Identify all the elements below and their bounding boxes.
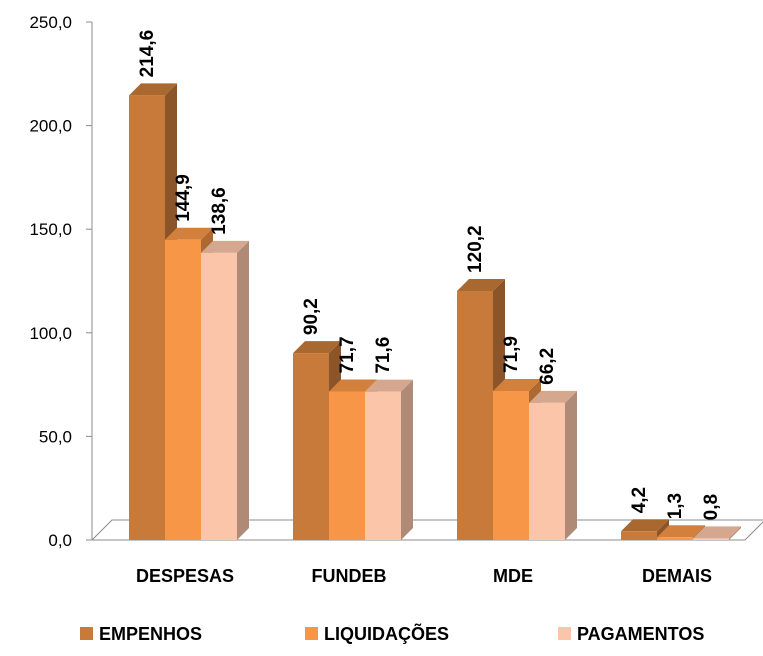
legend-swatch	[80, 627, 93, 640]
data-label: 71,9	[501, 336, 522, 373]
bar-front	[657, 537, 693, 540]
data-label: 214,6	[137, 30, 158, 78]
data-label: 144,9	[173, 174, 194, 222]
data-labels: 214,6 144,9 138,6 90,2 71,7 71,6 120,2 71,9 66,2…	[137, 30, 722, 521]
legend-label: LIQUIDAÇÕES	[324, 623, 449, 644]
category-label: MDE	[493, 566, 533, 586]
bar-front	[365, 391, 401, 540]
legend-swatch	[305, 627, 318, 640]
bar-front	[165, 239, 201, 540]
y-tick-label: 200,0	[29, 117, 72, 136]
data-label: 0,8	[701, 494, 722, 520]
data-label: 71,6	[373, 337, 394, 374]
y-tick-label: 0,0	[48, 531, 72, 550]
bar-front	[621, 531, 657, 540]
bar-top	[329, 379, 377, 392]
legend-item-empenhos: EMPENHOS	[80, 624, 202, 644]
bar-front	[201, 252, 237, 540]
data-label: 1,3	[665, 493, 686, 519]
bar-top	[493, 379, 541, 392]
bar-front	[129, 95, 165, 540]
y-tick-label: 150,0	[29, 220, 72, 239]
bar-side	[401, 379, 413, 540]
bar-front	[457, 290, 493, 540]
data-label: 71,7	[337, 336, 358, 373]
data-label: 90,2	[301, 298, 322, 335]
bar-top	[457, 278, 505, 291]
bar-side	[565, 390, 577, 540]
data-label: 66,2	[537, 348, 558, 385]
bar-top	[657, 525, 705, 538]
bar-pagamentos-mde	[529, 390, 577, 540]
bar-pagamentos-fundeb	[365, 379, 413, 540]
legend-item-pagamentos: PAGAMENTOS	[558, 624, 704, 644]
y-tick-label: 100,0	[29, 324, 72, 343]
category-label: FUNDEB	[312, 566, 387, 586]
bar-top	[621, 519, 669, 532]
y-tick-label: 50,0	[39, 427, 72, 446]
legend-label: EMPENHOS	[99, 624, 202, 644]
bar-front	[329, 391, 365, 540]
bar-top	[201, 240, 249, 253]
category-label: DEMAIS	[642, 566, 712, 586]
bar-front	[529, 402, 565, 540]
bar-top	[293, 341, 341, 354]
legend-swatch	[558, 627, 571, 640]
bar-series	[129, 83, 741, 540]
bar-empenhos-despesas	[129, 83, 177, 540]
bar-side	[729, 526, 741, 540]
bar-front	[693, 538, 729, 540]
data-label: 138,6	[209, 187, 230, 235]
legend-label: PAGAMENTOS	[577, 624, 704, 644]
data-label: 120,2	[465, 225, 486, 273]
bar-top	[529, 390, 577, 403]
legend-item-liquidações: LIQUIDAÇÕES	[305, 623, 449, 644]
y-tick-label: 250,0	[29, 13, 72, 32]
category-label: DESPESAS	[136, 566, 234, 586]
chart-legend: EMPENHOS LIQUIDAÇÕES PAGAMENTOS	[80, 623, 704, 644]
bar-pagamentos-demais	[693, 526, 741, 540]
bar-top	[129, 83, 177, 96]
bar-front	[493, 391, 529, 540]
bar-side	[237, 240, 249, 540]
bar-pagamentos-despesas	[201, 240, 249, 540]
category-labels: DESPESAS FUNDEB MDE DEMAIS	[136, 566, 712, 586]
bar-front	[293, 353, 329, 540]
y-axis-ticks: 0,0 50,0 100,0 150,0 200,0 250,0	[29, 13, 92, 550]
data-label: 4,2	[629, 487, 650, 513]
bar-top	[365, 379, 413, 392]
bar-top	[693, 526, 741, 539]
bar-top	[165, 227, 213, 240]
